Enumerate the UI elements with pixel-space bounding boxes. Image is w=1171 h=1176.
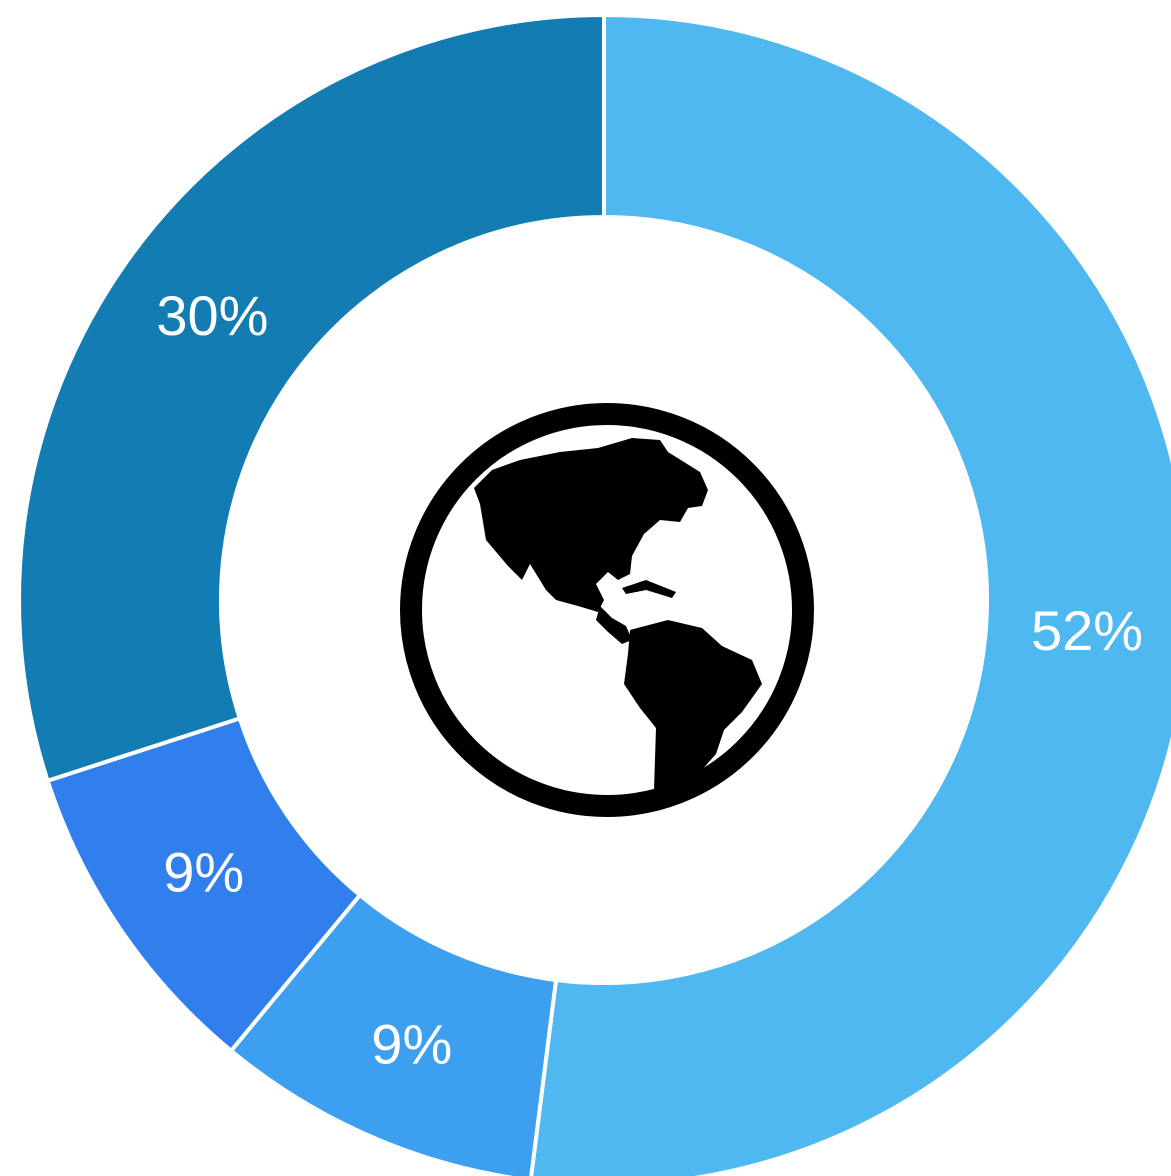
donut-slice-1 [529, 12, 1171, 1176]
slice-label-1: 52% [1031, 599, 1143, 662]
slice-label-2: 9% [371, 1013, 452, 1076]
slice-label-4: 30% [156, 284, 268, 347]
slice-label-3: 9% [163, 841, 244, 904]
donut-slices [17, 12, 1171, 1176]
donut-slice-4 [17, 12, 606, 784]
globe-americas-icon [400, 403, 814, 817]
slice-labels: 52% 9% 9% 30% [156, 284, 1143, 1076]
